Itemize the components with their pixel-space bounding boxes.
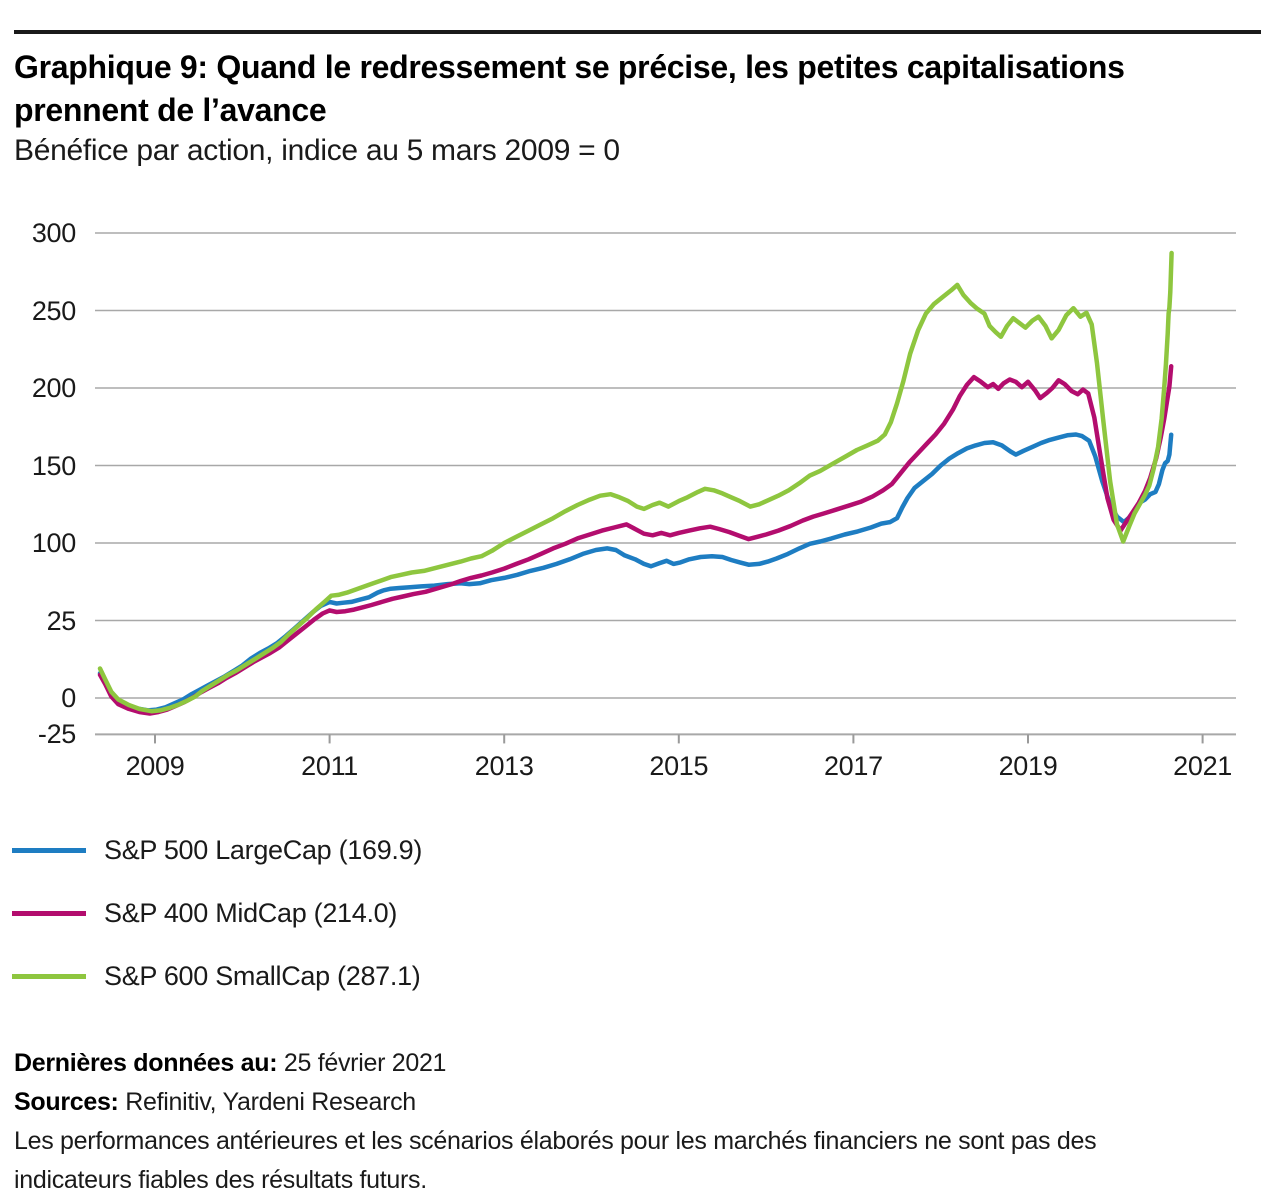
footer-disclaimer: Les performances antérieures et les scén… [14, 1127, 1097, 1194]
y-tick-label: 0 [61, 683, 76, 713]
top-rule [14, 30, 1261, 34]
y-tick-label: 300 [31, 218, 76, 248]
footer: Dernières données au: 25 février 2021 So… [14, 1044, 1254, 1200]
footer-sources: Sources: Refinitiv, Yardeni Research [14, 1083, 1254, 1122]
y-tick-label: 100 [31, 528, 76, 558]
series-line-s-p-500-largecap [97, 432, 1174, 713]
x-tick-label: 2021 [1173, 751, 1233, 781]
legend-label-midcap: S&P 400 MidCap (214.0) [104, 898, 398, 928]
series-line-s-p-400-midcap [97, 364, 1174, 716]
legend-item: S&P 600 SmallCap (287.1) [12, 945, 422, 1008]
x-tick-label: 2011 [301, 751, 359, 781]
footer-sources-label: Sources: [14, 1088, 119, 1116]
y-tick-label: 150 [31, 450, 76, 481]
footer-last-data-value: 25 février 2021 [277, 1049, 447, 1077]
legend-item: S&P 500 LargeCap (169.9) [12, 819, 422, 882]
x-tick-label: 2015 [649, 751, 709, 781]
legend-swatch-smallcap [12, 974, 86, 979]
y-tick-label: 250 [31, 295, 76, 326]
chart-subtitle: Bénéfice par action, indice au 5 mars 20… [14, 134, 620, 167]
x-tick-label: 2013 [474, 751, 534, 781]
legend: S&P 500 LargeCap (169.9) S&P 400 MidCap … [12, 819, 422, 1008]
legend-label-smallcap: S&P 600 SmallCap (287.1) [104, 961, 421, 991]
x-tick-label: 2009 [125, 751, 185, 781]
x-tick-label: 2017 [823, 751, 883, 781]
footer-last-data: Dernières données au: 25 février 2021 [14, 1044, 1254, 1083]
line-chart-plot [95, 232, 1236, 744]
y-tick-label: -25 [37, 719, 76, 750]
series-line-s-p-600-smallcap [97, 250, 1174, 714]
legend-item: S&P 400 MidCap (214.0) [12, 882, 422, 945]
footer-last-data-label: Dernières données au: [14, 1049, 278, 1077]
y-tick-label: 25 [46, 605, 77, 636]
page-title: Graphique 9: Quand le redressement se pr… [14, 46, 1214, 132]
x-tick-label: 2019 [998, 751, 1058, 781]
footer-sources-value: Refinitiv, Yardeni Research [118, 1088, 416, 1116]
legend-swatch-midcap [12, 911, 86, 916]
page-title-line1: Graphique 9: Quand le redressement se pr… [14, 49, 1125, 85]
legend-label-largecap: S&P 500 LargeCap (169.9) [104, 835, 423, 865]
y-tick-label: 200 [31, 373, 76, 403]
legend-swatch-largecap [12, 848, 86, 853]
page-title-line2: prennent de l’avance [14, 92, 327, 128]
